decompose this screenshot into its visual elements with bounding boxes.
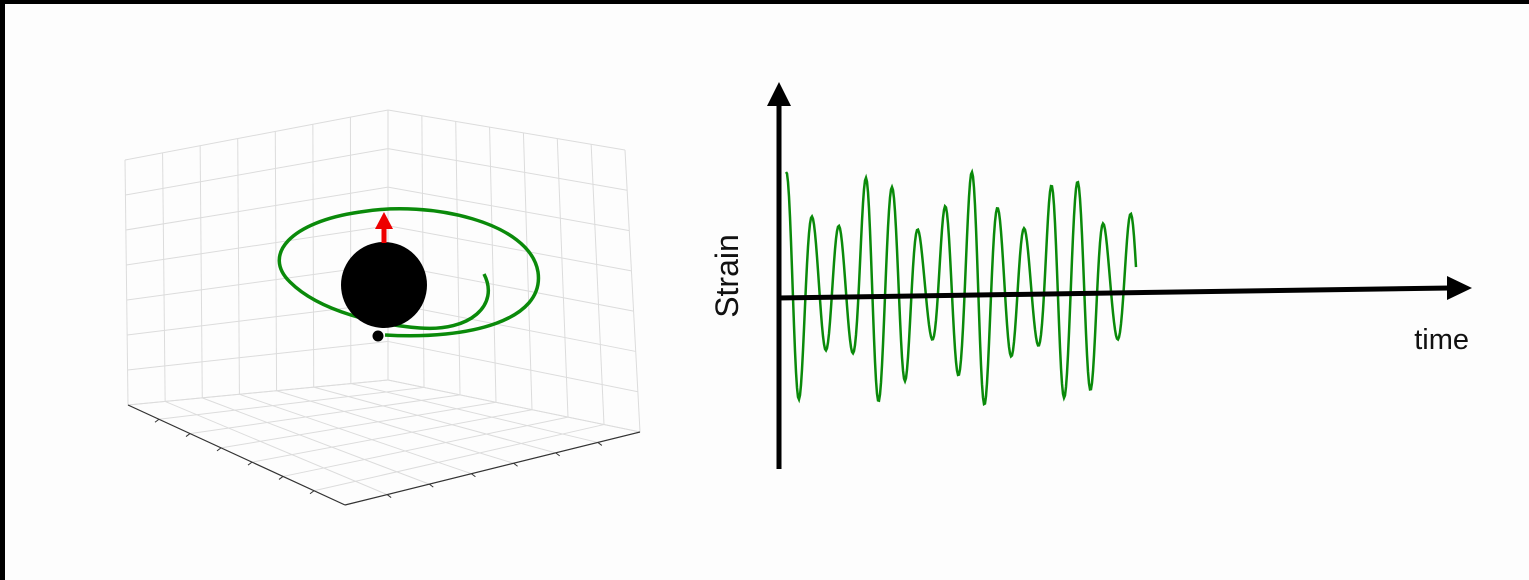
y-axis-label: Strain — [709, 234, 745, 318]
scene: Strain time — [0, 0, 1529, 580]
black-hole — [341, 242, 427, 328]
top-border — [0, 0, 1529, 4]
x-axis-label: time — [1414, 324, 1469, 356]
left-border — [0, 0, 5, 580]
page: {"strain_plot": {"y_label": "Strain", "x… — [0, 0, 1529, 580]
companion — [373, 331, 384, 342]
